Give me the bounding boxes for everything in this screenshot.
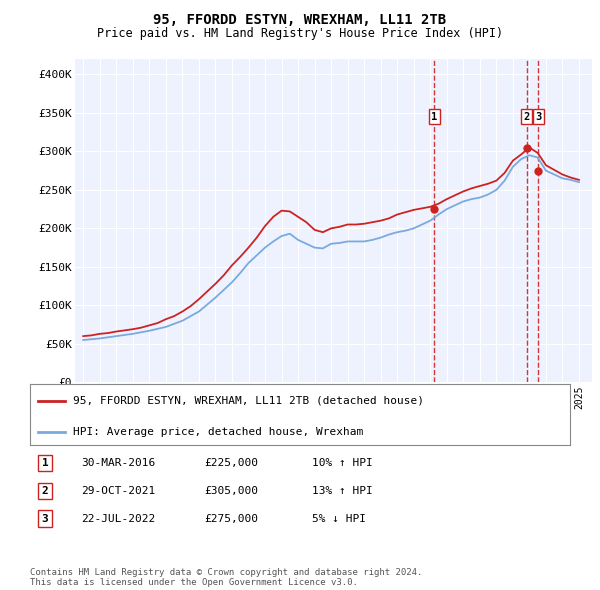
Text: £225,000: £225,000 bbox=[204, 458, 258, 468]
Text: 3: 3 bbox=[41, 514, 49, 523]
Text: Price paid vs. HM Land Registry's House Price Index (HPI): Price paid vs. HM Land Registry's House … bbox=[97, 27, 503, 40]
Text: 5% ↓ HPI: 5% ↓ HPI bbox=[312, 514, 366, 523]
Text: Contains HM Land Registry data © Crown copyright and database right 2024.
This d: Contains HM Land Registry data © Crown c… bbox=[30, 568, 422, 587]
Text: £275,000: £275,000 bbox=[204, 514, 258, 523]
Text: 10% ↑ HPI: 10% ↑ HPI bbox=[312, 458, 373, 468]
Text: £305,000: £305,000 bbox=[204, 486, 258, 496]
Text: 2: 2 bbox=[41, 486, 49, 496]
Text: 13% ↑ HPI: 13% ↑ HPI bbox=[312, 486, 373, 496]
Text: 2: 2 bbox=[523, 112, 530, 122]
Text: 95, FFORDD ESTYN, WREXHAM, LL11 2TB (detached house): 95, FFORDD ESTYN, WREXHAM, LL11 2TB (det… bbox=[73, 396, 424, 406]
Text: 3: 3 bbox=[535, 112, 542, 122]
Text: HPI: Average price, detached house, Wrexham: HPI: Average price, detached house, Wrex… bbox=[73, 427, 364, 437]
Text: 95, FFORDD ESTYN, WREXHAM, LL11 2TB: 95, FFORDD ESTYN, WREXHAM, LL11 2TB bbox=[154, 13, 446, 27]
Text: 1: 1 bbox=[431, 112, 437, 122]
Text: 30-MAR-2016: 30-MAR-2016 bbox=[81, 458, 155, 468]
Text: 22-JUL-2022: 22-JUL-2022 bbox=[81, 514, 155, 523]
Text: 1: 1 bbox=[41, 458, 49, 468]
Text: 29-OCT-2021: 29-OCT-2021 bbox=[81, 486, 155, 496]
